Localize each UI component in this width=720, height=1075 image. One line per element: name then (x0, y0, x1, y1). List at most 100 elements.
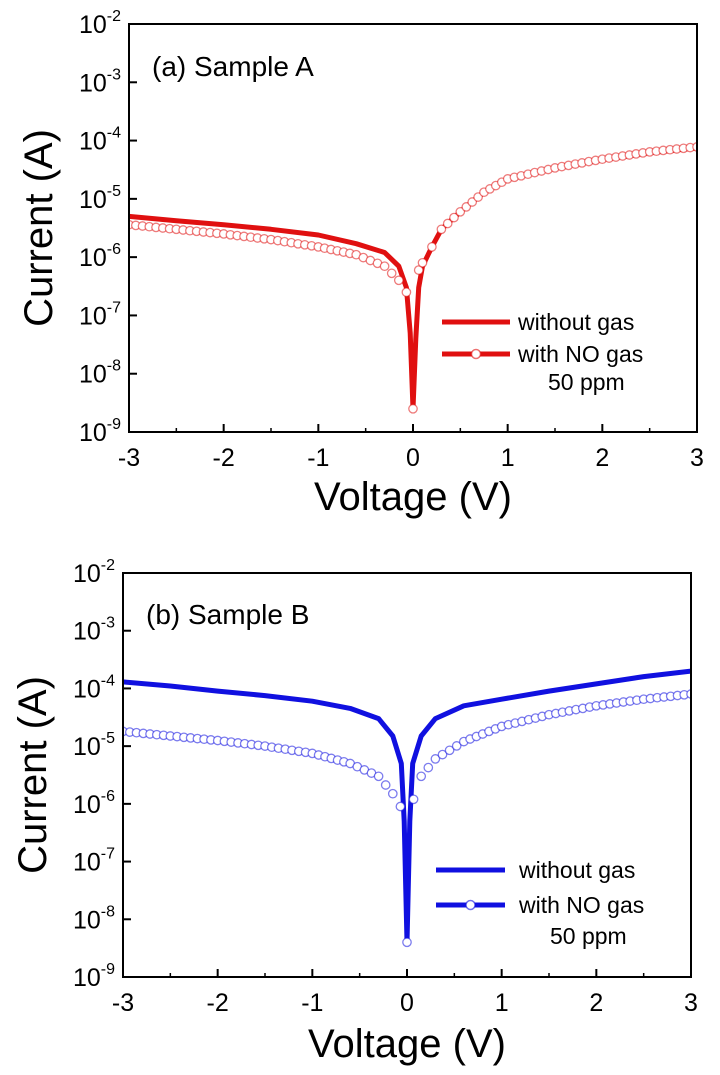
y-tick-base: 10 (73, 618, 101, 646)
legend-label-with-no-gas: with NO gas (517, 341, 643, 367)
y-tick-base: 10 (73, 849, 101, 877)
x-tick-label: -2 (207, 989, 229, 1017)
data-point (423, 762, 434, 773)
y-tick-exponent: -5 (107, 183, 121, 200)
y-tick-label: 10-2 (73, 557, 115, 588)
y-tick-base: 10 (79, 186, 107, 214)
y-tick-label: 10-3 (79, 66, 121, 97)
data-point (393, 275, 404, 286)
y-tick-exponent: -9 (107, 416, 121, 433)
y-tick-label: 10-7 (79, 299, 121, 330)
y-tick-exponent: -7 (101, 846, 115, 863)
data-point (373, 771, 384, 782)
plot-area (123, 668, 691, 948)
y-tick-exponent: -5 (101, 730, 115, 747)
data-point (430, 754, 441, 764)
y-tick-base: 10 (79, 244, 107, 272)
panel-title: (a) Sample A (152, 51, 314, 82)
y-tick-base: 10 (79, 419, 107, 447)
y-tick-label: 10-4 (73, 672, 115, 703)
y-tick-exponent: -8 (101, 903, 115, 920)
data-point (413, 265, 424, 275)
y-axis-title: Current (A) (17, 129, 61, 327)
y-axis-title: Current (A) (11, 676, 55, 874)
data-point (442, 218, 453, 229)
data-point (427, 242, 437, 252)
data-point (436, 224, 447, 235)
data-point (408, 794, 419, 805)
y-tick-base: 10 (73, 675, 101, 703)
y-tick-exponent: -6 (107, 241, 121, 258)
y-tick-label: 10-9 (79, 416, 121, 447)
x-tick-label: 0 (406, 444, 420, 472)
y-tick-exponent: -7 (107, 299, 121, 316)
data-point (451, 741, 462, 751)
y-tick-exponent: -2 (101, 557, 115, 574)
y-tick-base: 10 (79, 302, 107, 330)
series-markers-2 (129, 142, 697, 414)
x-tick-label: 1 (495, 989, 509, 1017)
legend-marker-swatch (465, 899, 476, 911)
data-point (395, 801, 406, 812)
x-tick-label: -1 (301, 989, 323, 1017)
y-tick-base: 10 (79, 361, 107, 389)
y-tick-label: 10-5 (79, 183, 121, 214)
legend-note-concentration: 50 ppm (550, 923, 627, 949)
y-tick-label: 10-3 (73, 615, 115, 646)
x-tick-label: 0 (400, 989, 414, 1017)
y-tick-base: 10 (79, 11, 107, 39)
data-point (408, 403, 418, 414)
y-tick-exponent: -4 (107, 125, 121, 142)
x-tick-label: -2 (213, 444, 235, 472)
data-point (387, 788, 398, 799)
x-tick-label: -3 (118, 444, 140, 472)
y-tick-exponent: -8 (107, 358, 121, 375)
y-tick-label: 10-9 (73, 961, 115, 992)
series-markers-2 (123, 689, 691, 948)
y-tick-base: 10 (73, 733, 101, 761)
legend: without gas with NO gas 50 ppm (436, 857, 644, 949)
data-point (416, 771, 427, 782)
data-point (402, 937, 412, 948)
legend-note-concentration: 50 ppm (548, 369, 625, 395)
data-point (379, 261, 390, 272)
data-point (437, 749, 448, 760)
chart-sample-b: -3 -2 -1 0 1 2 310-910-810-710-610-510-410-310… (11, 557, 698, 1066)
x-axis-title: Voltage (V) (314, 475, 512, 519)
legend-label-without-gas: without gas (518, 857, 635, 883)
data-point (417, 257, 428, 268)
y-tick-exponent: -2 (107, 8, 121, 25)
x-tick-label: 1 (501, 444, 515, 472)
data-point (386, 268, 397, 279)
y-tick-base: 10 (73, 791, 101, 819)
y-tick-exponent: -3 (107, 66, 121, 83)
legend-label-with-no-gas: with NO gas (518, 892, 644, 918)
y-tick-base: 10 (73, 906, 101, 934)
legend-marker-swatch (470, 348, 482, 360)
x-tick-label: -1 (307, 444, 329, 472)
legend-label-without-gas: without gas (517, 309, 634, 335)
y-tick-base: 10 (73, 560, 101, 588)
y-tick-label: 10-5 (73, 730, 115, 761)
y-tick-label: 10-7 (73, 846, 115, 877)
data-point (380, 780, 391, 790)
y-tick-label: 10-6 (73, 788, 115, 819)
y-tick-label: 10-6 (79, 241, 121, 272)
y-tick-exponent: -4 (101, 672, 115, 689)
y-tick-base: 10 (73, 964, 101, 992)
x-axis-title: Voltage (V) (308, 1022, 506, 1066)
y-tick-label: 10-8 (73, 903, 115, 934)
y-tick-exponent: -9 (101, 961, 115, 978)
y-tick-exponent: -3 (101, 615, 115, 632)
plot-area (129, 142, 697, 414)
y-tick-label: 10-8 (79, 358, 121, 389)
y-tick-label: 10-2 (79, 8, 121, 39)
x-tick-label: 2 (589, 989, 603, 1017)
x-tick-label: 3 (690, 444, 704, 472)
x-tick-label: 2 (595, 444, 609, 472)
data-point (449, 212, 459, 223)
chart-sample-a: -3 -2 -1 0 1 2 310-910-810-710-610-510-410-310… (17, 8, 704, 519)
x-tick-label: -3 (112, 989, 134, 1017)
